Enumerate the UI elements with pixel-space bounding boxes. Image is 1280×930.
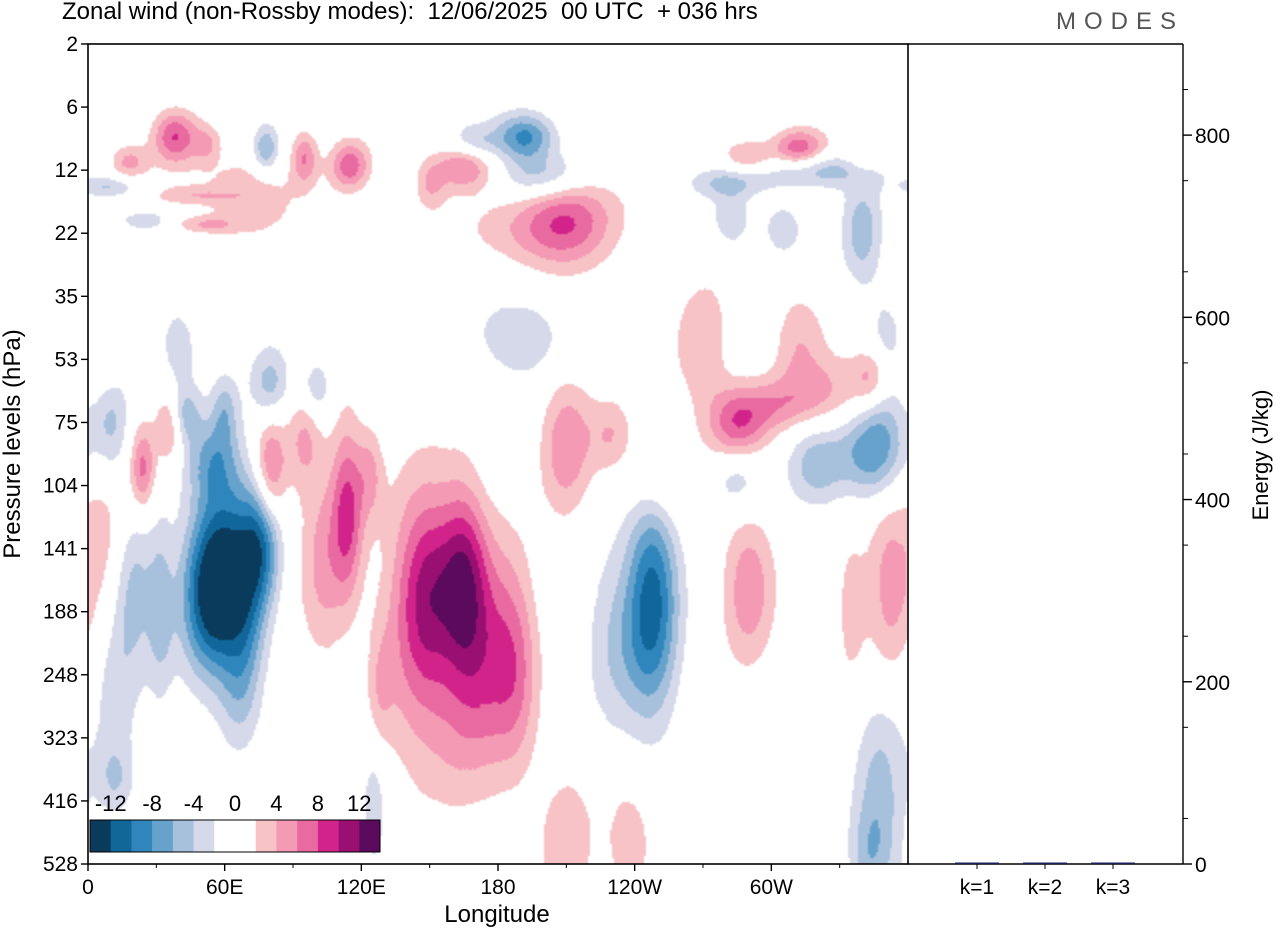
y-tick-label: 416	[43, 790, 78, 813]
colorbar-swatch	[110, 820, 132, 852]
colorbar-swatch	[338, 820, 360, 852]
x-tick-label: 60W	[750, 876, 793, 899]
energy-panel: 0 200 400 600 800 Energy (J/kg) k=1 k=2 k=3	[908, 43, 1273, 899]
y-tick-label: 141	[43, 538, 78, 561]
y-tick-label: 188	[43, 601, 78, 624]
x-tick-label: 60E	[206, 876, 243, 899]
y-tick-label: 12	[55, 159, 78, 182]
wind-field	[88, 44, 908, 864]
x-tick-label: 180	[480, 876, 515, 899]
energy-bar	[1091, 862, 1135, 864]
colorbar-swatch	[214, 820, 236, 852]
y-tick-label: 6	[66, 96, 78, 119]
x-tick-label: 120W	[607, 876, 662, 899]
y-tick-label: 75	[55, 411, 78, 434]
colorbar-swatch	[235, 820, 257, 852]
energy-category-label: k=3	[1096, 876, 1130, 899]
colorbar: -12 -8 -4 0 4 8 12	[89, 791, 381, 853]
modes-logo: MODES	[1056, 8, 1185, 35]
y-tick-label: 104	[43, 475, 78, 498]
colorbar-label: -4	[184, 791, 204, 816]
colorbar-swatch	[297, 820, 319, 852]
energy-tick-label: 400	[1195, 490, 1230, 513]
x-tick-label: 0	[82, 876, 94, 899]
energy-bar	[1023, 862, 1067, 864]
colorbar-label: 0	[229, 791, 241, 816]
y-tick-label: 35	[55, 285, 78, 308]
energy-bar	[955, 862, 999, 864]
colorbar-swatch	[359, 820, 381, 852]
colorbar-swatch	[276, 820, 298, 852]
colorbar-label: -8	[142, 791, 162, 816]
energy-category-label: k=2	[1028, 876, 1062, 899]
energy-category-label: k=1	[960, 876, 994, 899]
y-tick-label: 248	[43, 664, 78, 687]
x-tick-label: 120E	[337, 876, 386, 899]
x-axis-label: Longitude	[444, 901, 549, 928]
colorbar-swatch	[131, 820, 153, 852]
colorbar-swatch	[255, 820, 277, 852]
energy-tick-label: 0	[1195, 854, 1207, 877]
colorbar-swatch	[152, 820, 174, 852]
colorbar-swatch	[172, 820, 194, 852]
y-tick-label: 323	[43, 727, 78, 750]
energy-tick-label: 800	[1195, 125, 1230, 148]
energy-tick-label: 600	[1195, 307, 1230, 330]
colorbar-swatch	[90, 820, 112, 852]
chart-title: Zonal wind (non-Rossby modes): 12/06/202…	[62, 0, 758, 25]
colorbar-swatch	[193, 820, 215, 852]
y-tick-label: 22	[55, 222, 78, 245]
colorbar-label: 12	[347, 791, 371, 816]
colorbar-swatch	[317, 820, 339, 852]
y-tick-label: 528	[43, 853, 78, 876]
colorbar-label: -12	[95, 791, 127, 816]
energy-axis-label: Energy (J/kg)	[1248, 390, 1273, 521]
energy-tick-label: 200	[1195, 672, 1230, 695]
y-axis-label: Pressure levels (hPa)	[0, 329, 26, 558]
colorbar-label: 8	[312, 791, 324, 816]
colorbar-frame	[89, 819, 381, 853]
y-tick-label: 2	[66, 33, 78, 56]
colorbar-label: 4	[270, 791, 282, 816]
y-tick-label: 53	[55, 348, 78, 371]
